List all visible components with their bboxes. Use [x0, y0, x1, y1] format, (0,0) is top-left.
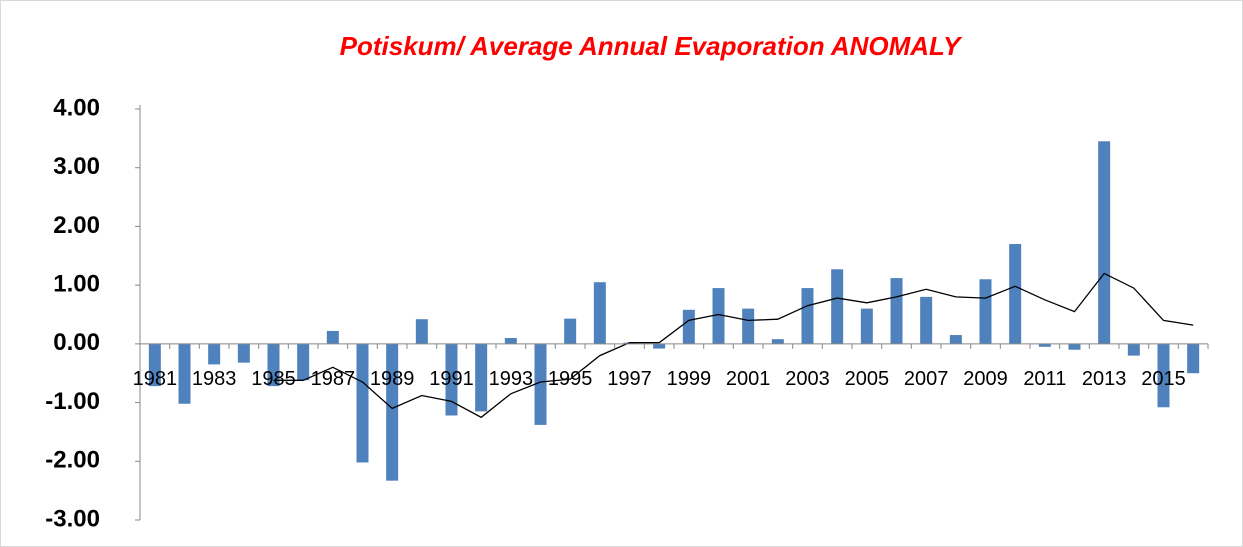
bar [386, 343, 399, 481]
bar [415, 319, 428, 344]
bar [1187, 343, 1200, 374]
x-tick-label: 1993 [489, 368, 534, 390]
y-tick-label: -3.00 [45, 505, 100, 532]
bar [949, 335, 962, 344]
bar [1009, 244, 1022, 344]
x-tick-label: 2001 [726, 368, 771, 390]
x-tick-label: 1997 [607, 368, 652, 390]
bar [979, 279, 992, 344]
bar [1068, 343, 1081, 350]
bar [237, 343, 250, 363]
bar [534, 343, 547, 425]
x-tick-label: 2007 [904, 368, 949, 390]
x-tick-label: 2013 [1082, 368, 1127, 390]
bar [920, 296, 933, 344]
x-tick-label: 1985 [251, 368, 296, 390]
bar [178, 343, 191, 404]
bar [1157, 343, 1170, 408]
x-tick-label: 2003 [785, 368, 830, 390]
bar [742, 308, 755, 344]
x-tick-label: 1987 [311, 368, 356, 390]
bar [1127, 343, 1140, 356]
bar [326, 330, 339, 344]
y-tick-label: 0.00 [53, 329, 100, 356]
y-tick-label: 4.00 [53, 94, 100, 121]
y-tick-label: 1.00 [53, 270, 100, 297]
y-tick-label: 2.00 [53, 212, 100, 239]
bar [475, 343, 488, 412]
bar [801, 288, 814, 344]
x-tick-label: 1999 [667, 368, 712, 390]
bar [771, 339, 784, 344]
bar [653, 343, 666, 349]
bar [504, 337, 517, 344]
bar [356, 343, 369, 463]
x-tick-label: 2009 [963, 368, 1008, 390]
x-tick-label: 1983 [192, 368, 237, 390]
x-tick-label: 2005 [845, 368, 890, 390]
y-tick-label: -1.00 [45, 388, 100, 415]
bar [208, 343, 221, 365]
bar [148, 343, 161, 387]
y-tick-label: 3.00 [53, 153, 100, 180]
bar [682, 309, 695, 344]
x-tick-label: 2011 [1023, 368, 1066, 390]
bar [1098, 141, 1111, 344]
x-tick-label: 1989 [370, 368, 415, 390]
trend-line [273, 272, 1194, 419]
bar [267, 343, 280, 387]
bar [564, 318, 577, 344]
bar [890, 278, 903, 344]
bar [1038, 343, 1051, 347]
x-tick-label: 2015 [1141, 368, 1186, 390]
x-tick-label: 1991 [429, 368, 474, 390]
bar [593, 282, 606, 344]
bar [297, 343, 310, 381]
chart-title: Potiskum/ Average Annual Evaporation ANO… [340, 31, 963, 61]
bar [860, 308, 873, 344]
x-tick-label: 1995 [548, 368, 593, 390]
bar [712, 288, 725, 344]
x-tick-label: 1981 [133, 368, 178, 390]
bar [831, 269, 844, 344]
bar [445, 343, 458, 416]
y-tick-label: -2.00 [45, 447, 100, 474]
